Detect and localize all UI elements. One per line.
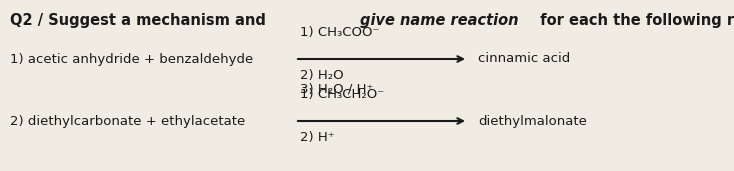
- Text: 2) diethylcarbonate + ethylacetate: 2) diethylcarbonate + ethylacetate: [10, 115, 245, 128]
- Text: 1) acetic anhydride + benzaldehyde: 1) acetic anhydride + benzaldehyde: [10, 52, 253, 65]
- Text: 1) CH₃COO⁻: 1) CH₃COO⁻: [300, 26, 379, 39]
- Text: for each the following reactions:: for each the following reactions:: [530, 13, 734, 28]
- Text: Q2 / Suggest a mechanism and: Q2 / Suggest a mechanism and: [10, 13, 271, 28]
- Text: diethylmalonate: diethylmalonate: [478, 115, 587, 128]
- Text: 2) H₂O: 2) H₂O: [300, 69, 344, 82]
- Text: 1) CH₃CH₂O⁻: 1) CH₃CH₂O⁻: [300, 88, 385, 101]
- Text: 3) H₂O / H⁺: 3) H₂O / H⁺: [300, 83, 374, 96]
- Text: 2) H⁺: 2) H⁺: [300, 131, 335, 144]
- Text: cinnamic acid: cinnamic acid: [478, 52, 570, 65]
- Text: give name reaction: give name reaction: [360, 13, 519, 28]
